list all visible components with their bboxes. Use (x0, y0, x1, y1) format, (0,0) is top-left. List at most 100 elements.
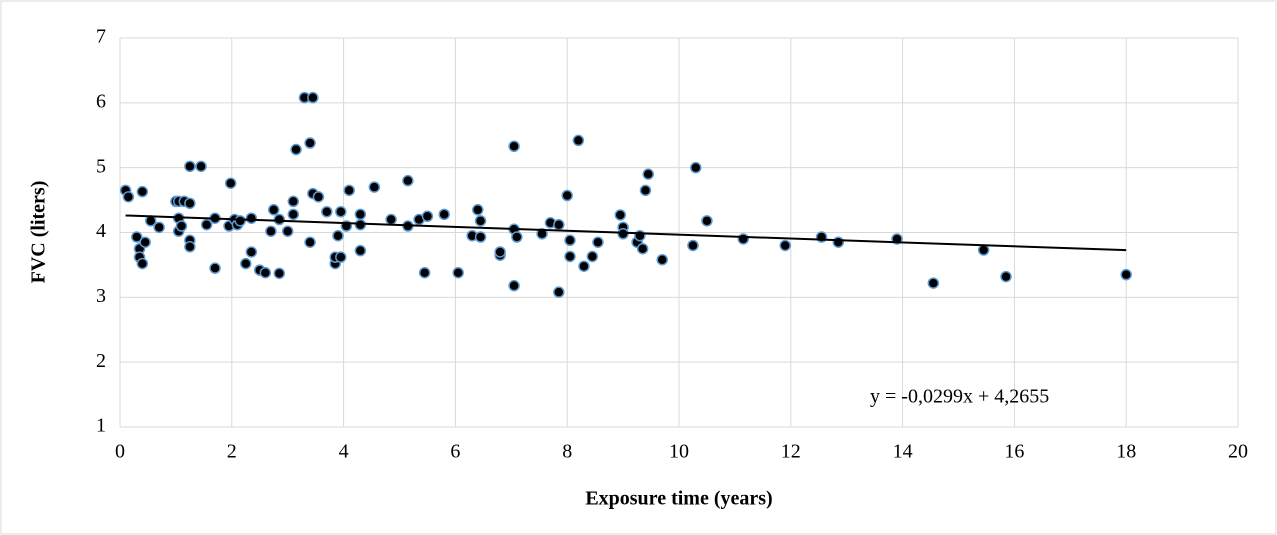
point (508, 140, 520, 153)
point (200, 218, 213, 231)
y-tick-label: 4 (96, 220, 106, 242)
x-tick-label: 6 (450, 441, 460, 463)
point (656, 253, 668, 266)
point (122, 191, 135, 203)
point (536, 228, 548, 240)
point (511, 231, 523, 243)
point (234, 215, 246, 227)
point (1120, 268, 1132, 281)
x-tick-label: 2 (227, 441, 237, 463)
point (281, 225, 294, 237)
point (690, 161, 702, 174)
point (472, 204, 484, 216)
point (438, 208, 450, 221)
point (977, 244, 990, 256)
point (636, 242, 649, 255)
point (354, 244, 367, 257)
point (832, 236, 845, 248)
point (553, 218, 565, 231)
point (184, 197, 196, 210)
point (175, 220, 188, 232)
point (572, 134, 585, 147)
point (184, 241, 196, 253)
point (184, 160, 196, 173)
point (267, 204, 280, 216)
point (474, 231, 487, 243)
y-axis-title: FVC (liters) (28, 181, 50, 284)
point (421, 210, 434, 223)
x-tick-label: 20 (1228, 441, 1248, 463)
point (402, 174, 414, 187)
point (195, 160, 207, 173)
point (139, 236, 151, 248)
trendline-equation: y = -0,0299x + 4,2655 (870, 386, 1049, 408)
point (304, 236, 316, 248)
point (564, 250, 576, 263)
point (927, 277, 940, 289)
point (586, 250, 599, 263)
y-tick-label: 1 (96, 415, 106, 437)
point (639, 184, 652, 197)
point (312, 191, 325, 203)
x-tick-label: 4 (339, 441, 349, 463)
point (321, 206, 333, 218)
point (368, 181, 381, 193)
point (332, 229, 344, 242)
point (354, 208, 367, 221)
point (343, 184, 355, 197)
point (1000, 270, 1012, 283)
point (494, 246, 506, 258)
y-tick-label: 5 (96, 155, 106, 177)
x-tick-label: 18 (1116, 441, 1136, 463)
point (687, 239, 699, 252)
x-tick-label: 14 (893, 441, 913, 463)
point (779, 239, 791, 252)
point (737, 233, 750, 245)
point (335, 206, 347, 218)
y-tick-label: 2 (96, 350, 106, 372)
point (131, 231, 143, 243)
x-tick-label: 0 (115, 441, 125, 463)
point (136, 257, 149, 270)
point (614, 209, 627, 221)
x-tick-label: 16 (1004, 441, 1024, 463)
point (335, 251, 347, 263)
point (307, 91, 319, 104)
point (259, 266, 272, 279)
point (701, 215, 713, 227)
point (304, 137, 316, 149)
point (287, 208, 300, 221)
point (553, 286, 565, 298)
point (290, 143, 302, 156)
point (474, 215, 487, 227)
trendline (125, 214, 1127, 252)
point (273, 213, 286, 226)
point (240, 257, 252, 270)
x-tick-label: 8 (562, 441, 572, 463)
point (578, 260, 590, 272)
point (592, 236, 604, 248)
x-tick-label: 10 (669, 441, 689, 463)
point (265, 225, 277, 237)
point (224, 177, 237, 189)
point (136, 185, 149, 198)
point (287, 195, 300, 208)
y-tick-label: 3 (96, 285, 106, 307)
point (273, 267, 286, 280)
y-tick-label: 7 (96, 26, 106, 48)
point (385, 213, 397, 226)
x-axis-title: Exposure time (years) (585, 488, 772, 510)
x-tick-label: 12 (781, 441, 801, 463)
point (209, 262, 221, 274)
y-tick-label: 6 (96, 90, 106, 112)
point (561, 189, 573, 202)
point (508, 279, 520, 292)
point (418, 266, 431, 279)
point (564, 234, 576, 247)
point (452, 266, 464, 279)
point (642, 168, 655, 180)
point (245, 246, 258, 258)
